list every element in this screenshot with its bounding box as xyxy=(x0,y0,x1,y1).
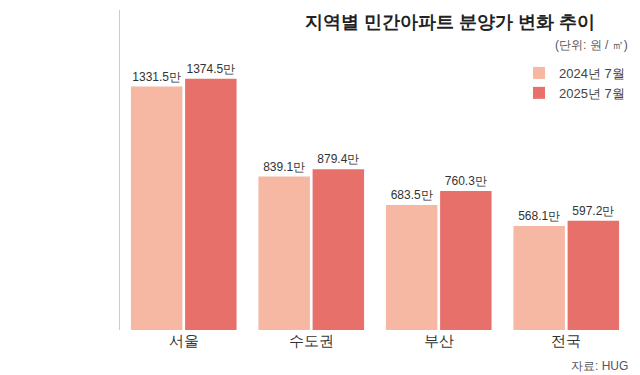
svg-text:서울: 서울 xyxy=(169,332,199,349)
svg-text:수도권: 수도권 xyxy=(289,332,334,349)
svg-text:760.3만: 760.3만 xyxy=(445,174,487,188)
svg-text:839.1만: 839.1만 xyxy=(263,160,305,174)
svg-text:683.5만: 683.5만 xyxy=(391,188,433,202)
svg-text:879.4만: 879.4만 xyxy=(317,152,359,166)
svg-text:1331.5만: 1331.5만 xyxy=(132,70,181,84)
svg-text:2024년 7월: 2024년 7월 xyxy=(559,66,625,81)
svg-text:2025년 7월: 2025년 7월 xyxy=(559,86,625,101)
svg-text:597.2만: 597.2만 xyxy=(572,204,614,218)
svg-text:1374.5만: 1374.5만 xyxy=(186,62,235,76)
svg-text:568.1만: 568.1만 xyxy=(518,209,560,223)
svg-text:지역별 민간아파트 분양가 변화 추이: 지역별 민간아파트 분양가 변화 추이 xyxy=(305,12,595,32)
svg-text:전국: 전국 xyxy=(551,332,581,349)
svg-text:(단위: 원 / ㎡): (단위: 원 / ㎡) xyxy=(555,38,628,52)
svg-text:부산: 부산 xyxy=(424,332,454,349)
svg-text:자료: HUG: 자료: HUG xyxy=(571,359,628,373)
